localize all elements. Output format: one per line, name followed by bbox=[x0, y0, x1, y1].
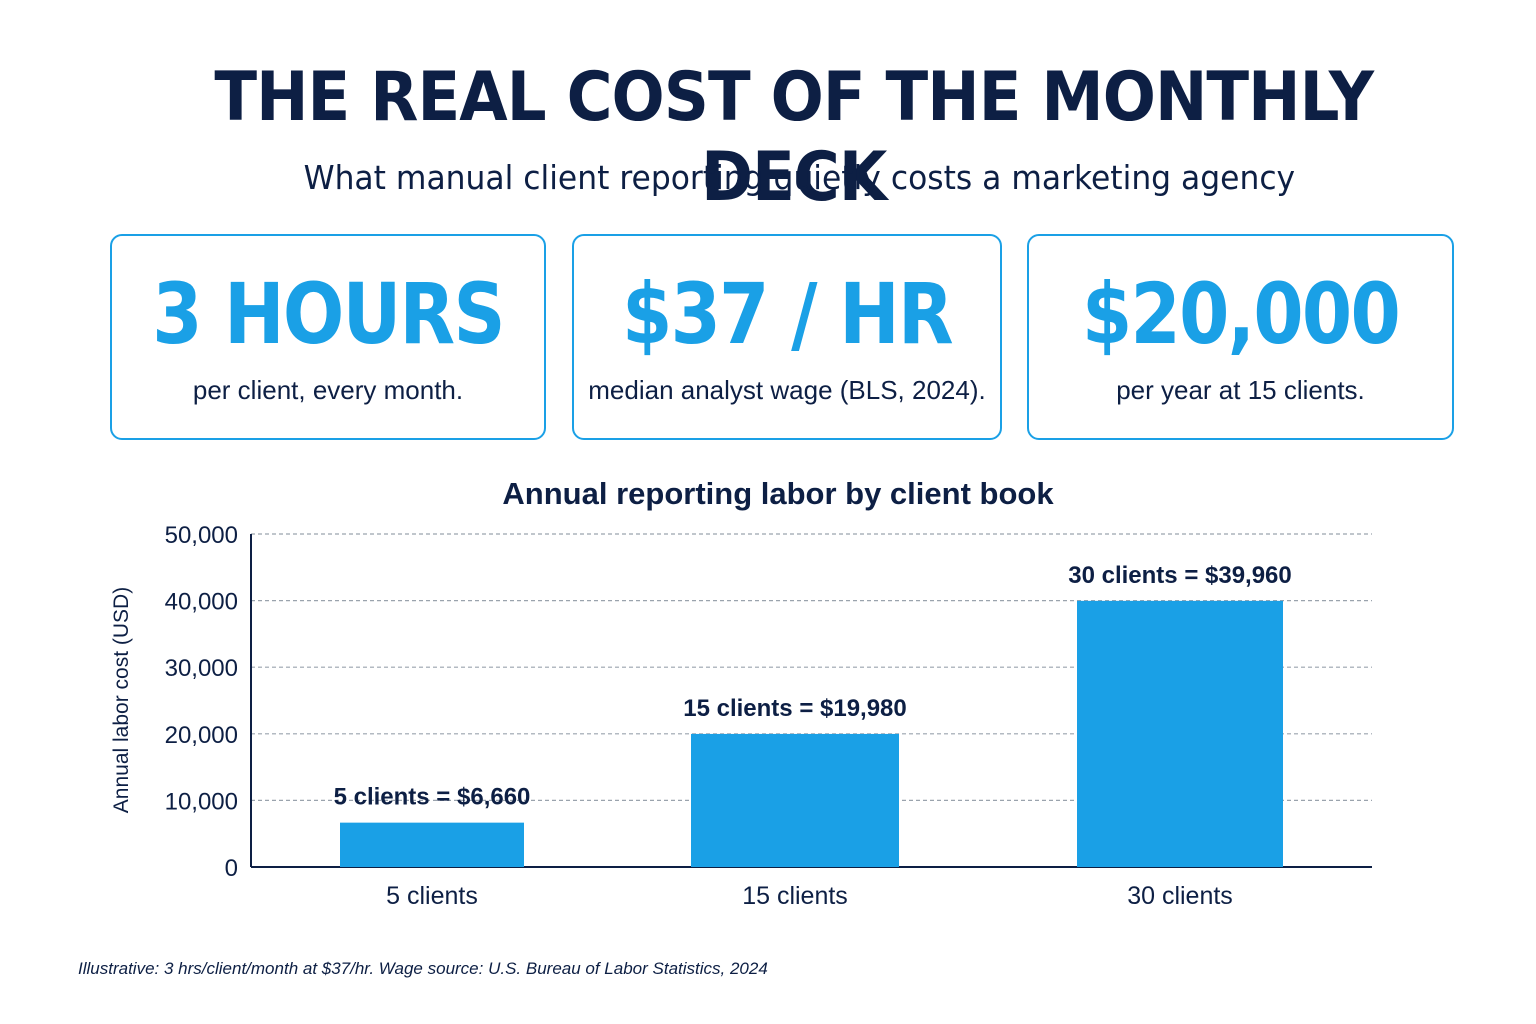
x-tick-label: 5 clients bbox=[386, 882, 478, 910]
y-tick-label: 50,000 bbox=[165, 522, 238, 549]
bar-data-label: 5 clients = $6,660 bbox=[334, 784, 531, 811]
stat-card-annual: $20,000 per year at 15 clients. bbox=[1027, 234, 1454, 440]
x-tick-label: 30 clients bbox=[1127, 882, 1233, 910]
bar bbox=[1077, 600, 1283, 867]
page-subtitle: What manual client reporting quietly cos… bbox=[303, 158, 1296, 197]
y-tick-label: 10,000 bbox=[165, 788, 238, 815]
x-tick-label: 15 clients bbox=[742, 882, 848, 910]
bar-data-label: 30 clients = $39,960 bbox=[1068, 562, 1292, 589]
stat-value: $37 / HR bbox=[622, 265, 954, 363]
y-axis-label: Annual labor cost (USD) bbox=[110, 587, 133, 813]
bar bbox=[691, 733, 899, 867]
y-tick-label: 0 bbox=[225, 855, 238, 882]
stat-value: $20,000 bbox=[1082, 265, 1401, 363]
stat-value: 3 HOURS bbox=[152, 265, 505, 363]
stat-card-hours: 3 HOURS per client, every month. bbox=[110, 234, 546, 440]
bar bbox=[340, 822, 524, 867]
stat-caption: per client, every month. bbox=[192, 375, 464, 405]
stat-caption: per year at 15 clients. bbox=[1116, 375, 1365, 405]
chart-title: Annual reporting labor by client book bbox=[502, 476, 1054, 511]
footnote: Illustrative: 3 hrs/client/month at $37/… bbox=[78, 959, 768, 978]
y-tick-label: 20,000 bbox=[165, 722, 238, 749]
stat-caption: median analyst wage (BLS, 2024). bbox=[588, 375, 986, 405]
stat-card-wage: $37 / HR median analyst wage (BLS, 2024)… bbox=[572, 234, 1002, 440]
y-tick-label: 40,000 bbox=[165, 589, 238, 616]
page-title: THE REAL COST OF THE MONTHLY DECK bbox=[214, 58, 1374, 217]
bar-data-label: 15 clients = $19,980 bbox=[683, 695, 907, 722]
y-tick-label: 30,000 bbox=[165, 655, 238, 682]
